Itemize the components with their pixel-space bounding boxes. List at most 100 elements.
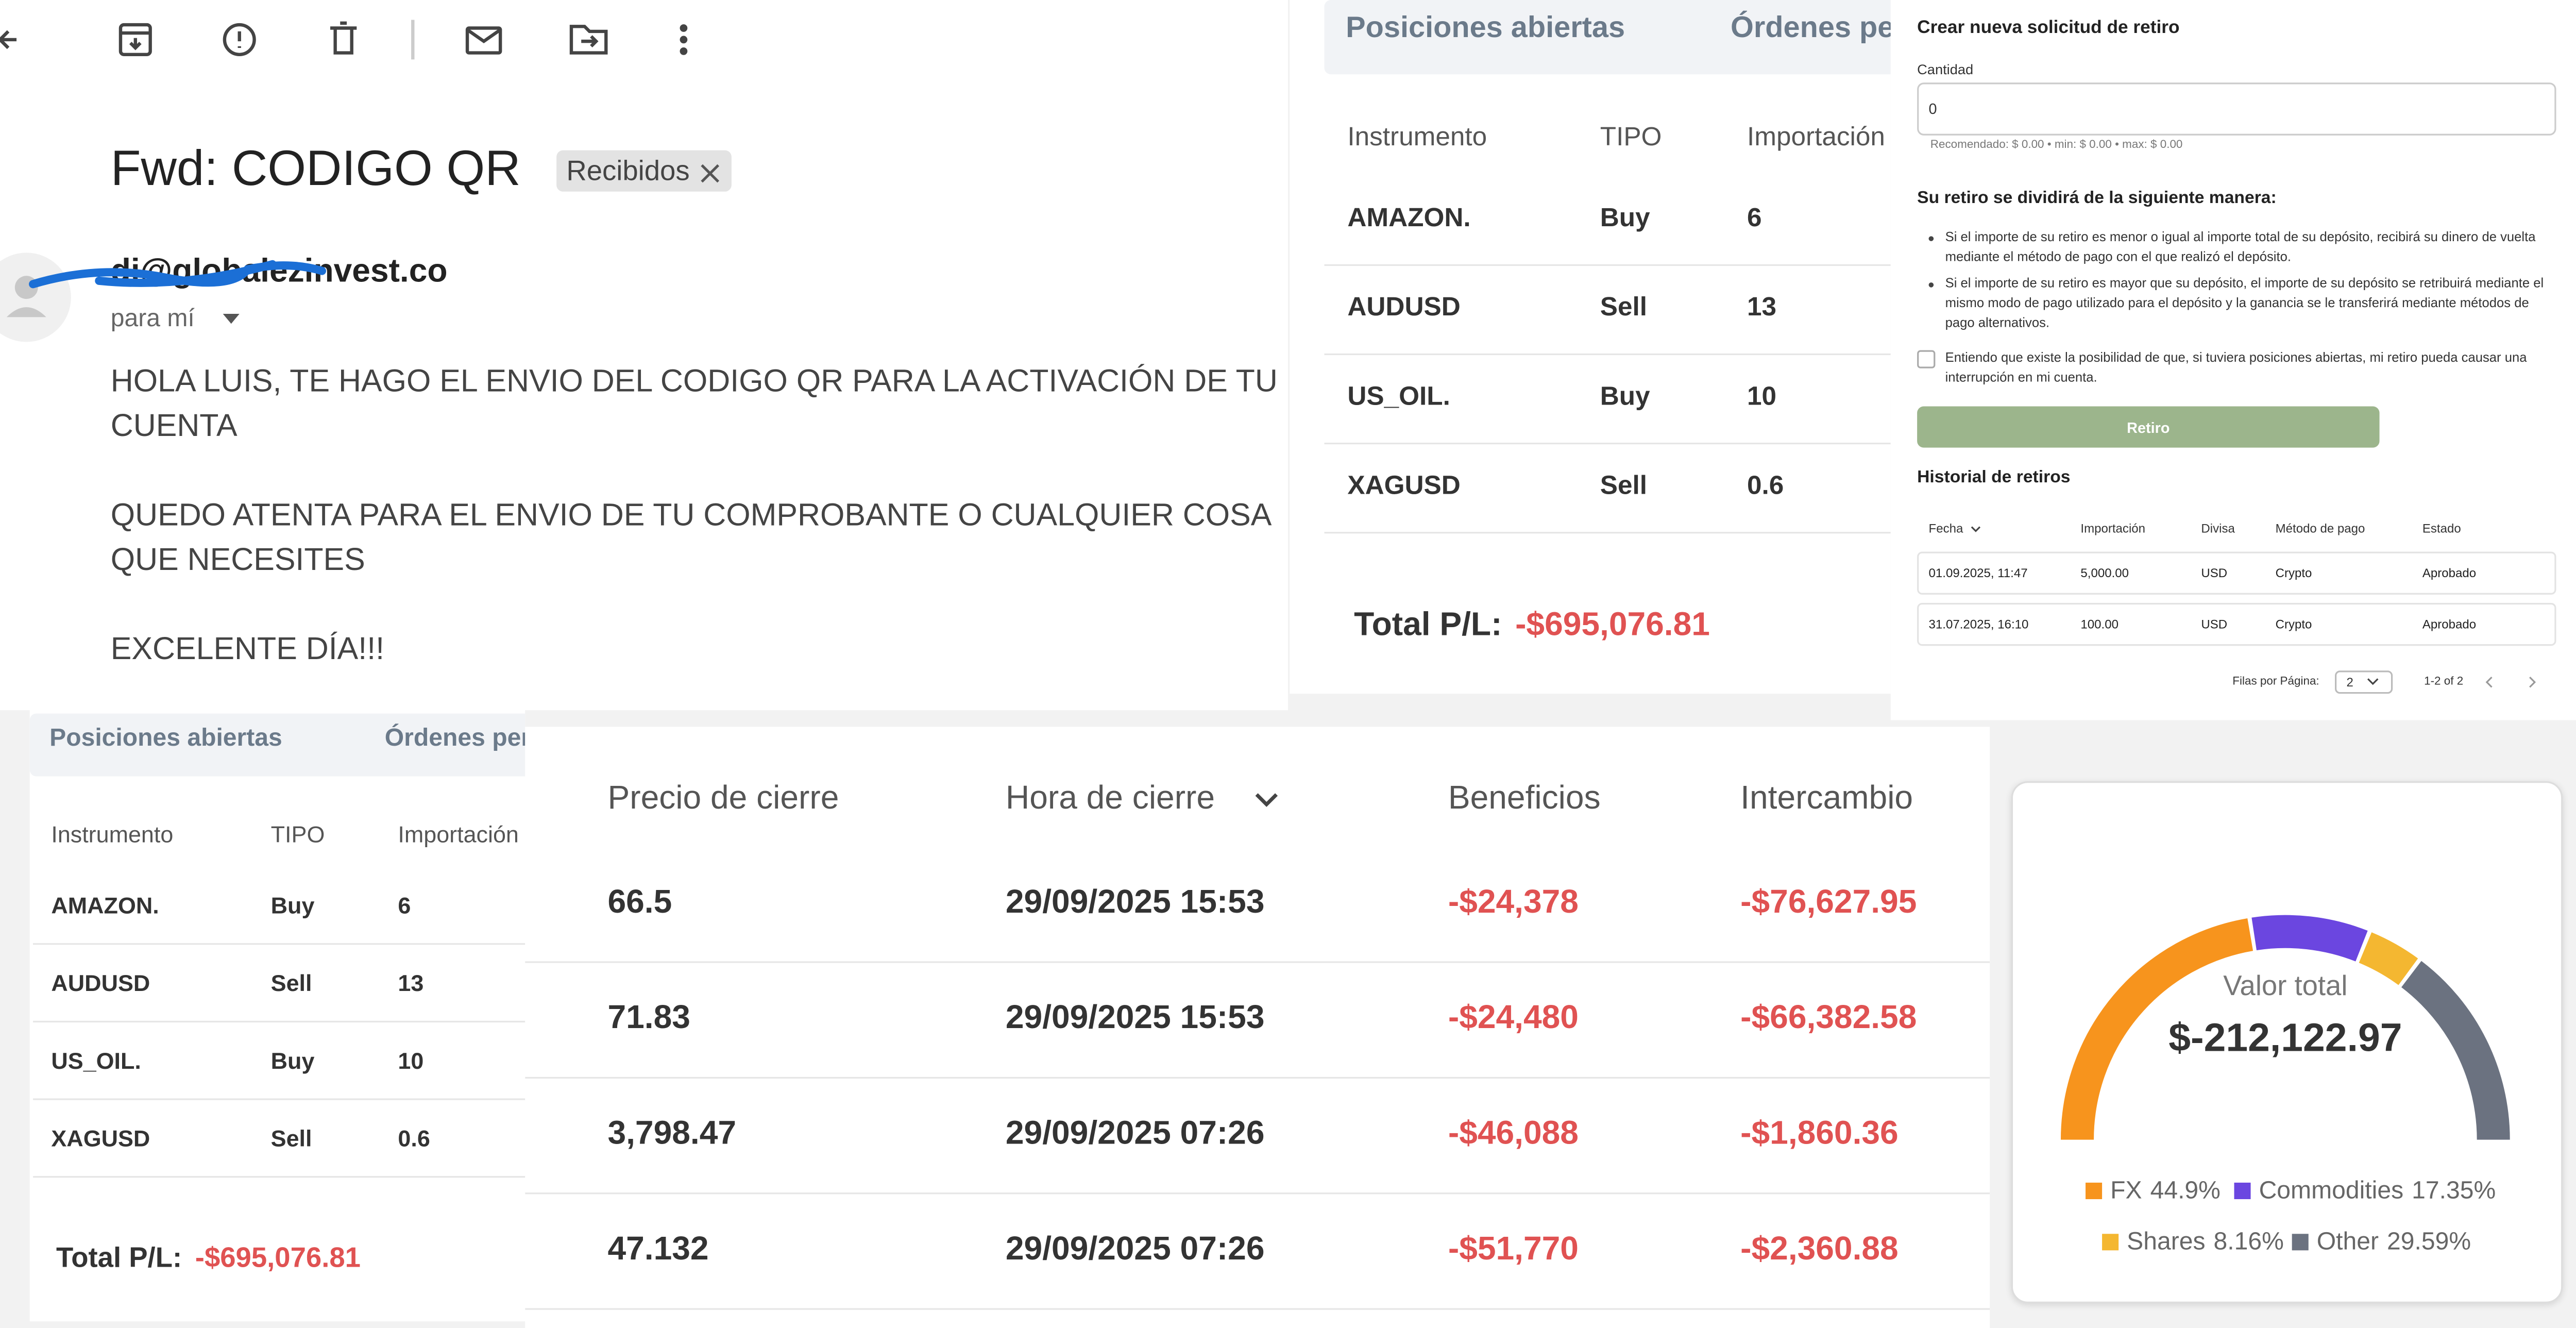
field-hint: Recomendado: $ 0.00 • min: $ 0.00 • max:… [1930, 139, 2183, 152]
cell: -$76,627.95 [1740, 884, 1917, 921]
cell: -$24,480 [1448, 1000, 1579, 1037]
cell: Aprobado [2422, 565, 2477, 581]
pagination-range: 1-2 of 2 [2424, 676, 2464, 688]
cell: -$2,360.88 [1740, 1231, 1899, 1268]
page-size-select[interactable] [2335, 670, 2393, 694]
cell: 29/09/2025 15:53 [1005, 884, 1265, 921]
legend-value: 44.9% [2150, 1176, 2221, 1205]
field-label: Cantidad [1917, 61, 1974, 78]
cell: 31.07.2025, 16:10 [1928, 617, 2029, 632]
column-header: Método de pago [2275, 521, 2365, 536]
legend-swatch [2292, 1234, 2309, 1251]
row-divider [1324, 532, 1891, 534]
cell: 13 [1747, 294, 1777, 323]
cell: 100.00 [2080, 617, 2119, 632]
label-chip-text: Recibidos [566, 155, 690, 187]
withdrawal-panel: Crear nueva solicitud de retiro Cantidad 0… [1890, 0, 2576, 720]
cell: Buy [270, 1047, 315, 1074]
email-recipient: para mí [110, 305, 195, 333]
cell: US_OIL. [1347, 383, 1450, 412]
cell: Sell [270, 969, 312, 996]
legend-value: 17.35% [2412, 1176, 2496, 1205]
positions-panel: Posiciones abiertas Órdenes pendientes Ins… [1290, 0, 1891, 694]
cell: -$1,860.36 [1740, 1116, 1899, 1152]
legend-value: 8.16% [2213, 1228, 2284, 1256]
form-title: Crear nueva solicitud de retiro [1917, 18, 2180, 38]
email-sender: di@globalezinvest.co [110, 253, 448, 290]
legend-item: Shares 8.16% [2127, 1228, 2284, 1256]
email-paragraph: EXCELENTE DÍA!!! [110, 632, 385, 667]
column-header: TIPO [270, 820, 325, 848]
total-label: Total P/L: [56, 1242, 182, 1274]
column-header: Importación [1747, 124, 1885, 152]
cell: -$66,382.58 [1740, 1000, 1917, 1037]
column-header: Intercambio [1740, 780, 1913, 817]
cell: XAGUSD [1347, 472, 1461, 501]
email-paragraph: HOLA LUIS, TE HAGO EL ENVIO DEL CODIGO Q… [110, 365, 1278, 445]
row-divider [525, 1192, 1990, 1195]
cell: AUDUSD [1347, 294, 1461, 323]
legend-name: Commodities [2259, 1176, 2404, 1205]
row-divider [525, 961, 1990, 963]
tab-bar [29, 713, 526, 777]
column-header: Instrumento [1347, 124, 1487, 152]
cell: US_OIL. [51, 1047, 141, 1074]
cell: -$46,088 [1448, 1116, 1579, 1152]
legend-swatch [2234, 1182, 2251, 1199]
total-pl: Total P/L: -$695,076.81 [56, 1242, 361, 1275]
tab: Posiciones abiertas [49, 724, 282, 752]
section-title: Historial de retiros [1917, 467, 2071, 488]
cell: Buy [270, 892, 315, 919]
pagination-label: Filas por Página: [2232, 676, 2319, 688]
legend-item: Commodities 17.35% [2259, 1177, 2496, 1205]
cell: 10 [1747, 383, 1777, 412]
cell: 0.6 [398, 1124, 430, 1152]
cell: Crypto [2275, 565, 2312, 581]
column-header: Importación [398, 820, 519, 848]
column-header: Divisa [2201, 521, 2235, 536]
tab-bar [1324, 0, 1891, 75]
amount-input [1917, 82, 2556, 136]
history-row [1917, 602, 2556, 646]
cell: -$51,770 [1448, 1231, 1579, 1268]
row-divider [525, 1077, 1990, 1079]
checkbox[interactable] [1917, 350, 1936, 368]
cell: 5,000.00 [2080, 565, 2129, 581]
column-header: Hora de cierre [1005, 780, 1215, 817]
column-header: Precio de cierre [607, 780, 839, 817]
tab: Órdenes pendientes [1730, 10, 1891, 44]
cell: 66.5 [607, 884, 672, 921]
cell: 29/09/2025 07:26 [1005, 1116, 1265, 1152]
cell: 01.09.2025, 11:47 [1928, 565, 2028, 581]
email-subject: Fwd: CODIGO QR [110, 142, 521, 197]
row-divider [1324, 264, 1891, 266]
amount-value: 0 [1928, 100, 1937, 117]
cell: 29/09/2025 15:53 [1005, 1000, 1265, 1037]
legend-swatch [2102, 1234, 2119, 1251]
total-label: Total P/L: [1354, 607, 1502, 644]
column-header: Importación [2080, 521, 2146, 536]
bullet-text: Si el importe de su retiro es menor o ig… [1945, 229, 2536, 264]
legend-name: FX [2110, 1176, 2142, 1205]
legend-item: FX 44.9% [2110, 1177, 2221, 1205]
legend-name: Shares [2127, 1228, 2206, 1256]
row-divider [33, 1176, 526, 1178]
cell: AMAZON. [51, 892, 159, 919]
cell: 0.6 [1747, 472, 1784, 501]
legend-value: 29.59% [2387, 1228, 2471, 1256]
withdraw-button[interactable]: Retiro [1917, 406, 2380, 448]
cell: USD [2201, 617, 2228, 632]
bullet [1928, 282, 1934, 288]
cell: Buy [1600, 383, 1650, 412]
cell: AMAZON. [1347, 205, 1471, 233]
tab: Órdenes pendientes [384, 724, 525, 752]
cell: 3,798.47 [607, 1116, 737, 1152]
cell: 10 [398, 1047, 424, 1074]
total-pl: Total P/L: -$695,076.81 [1354, 607, 1710, 645]
email-panel: Fwd: CODIGO QR Recibidos di@globalezinvest… [0, 0, 1288, 711]
portfolio-card: FX 44.9% Commodities 17.35% Shares 8.16% Other… [2011, 781, 2563, 1303]
cell: Buy [1600, 205, 1650, 233]
